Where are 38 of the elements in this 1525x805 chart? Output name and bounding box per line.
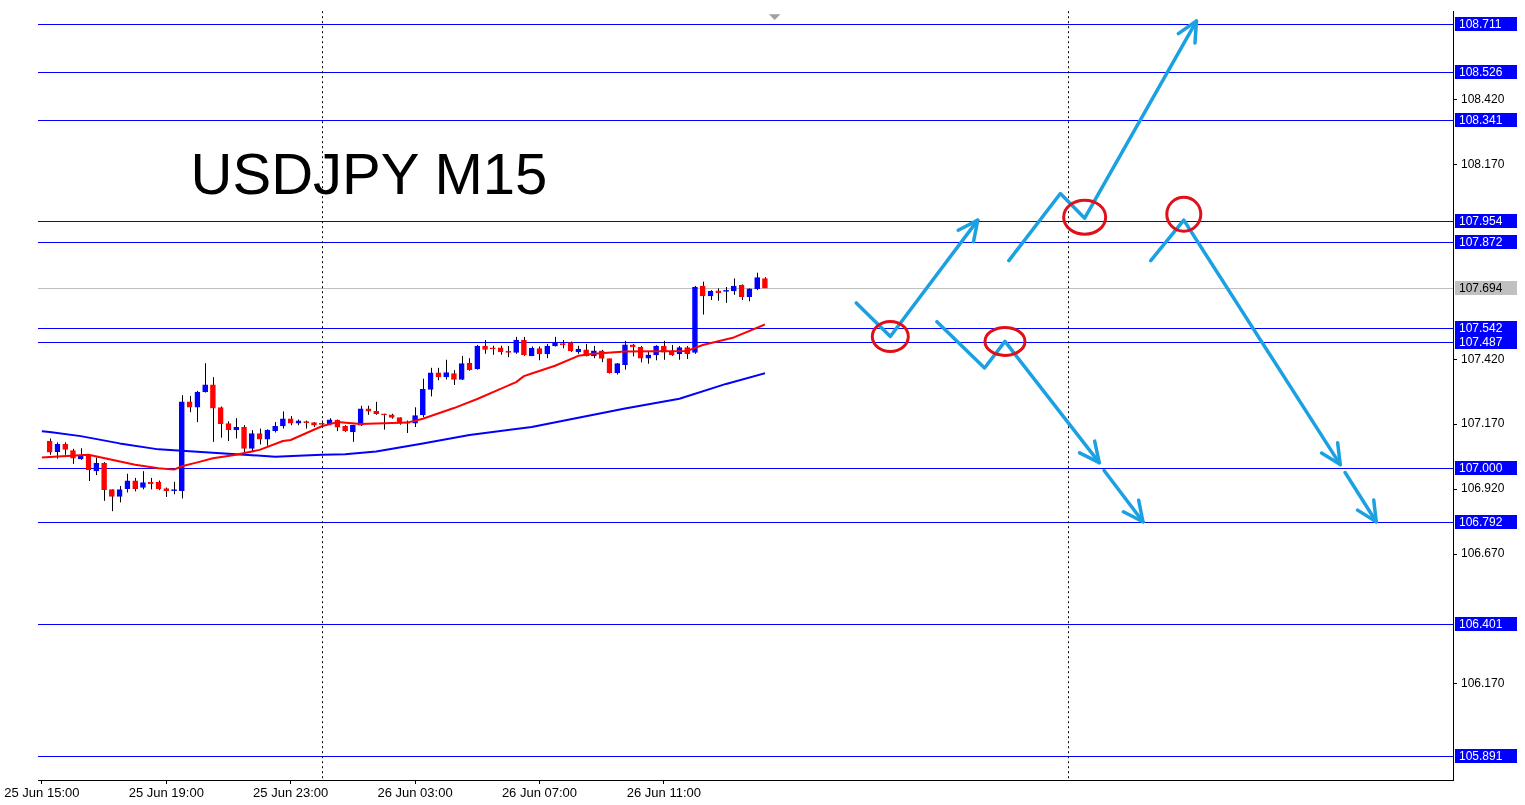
candlestick: [521, 336, 527, 357]
y-tick-label: 106.920: [1461, 481, 1505, 496]
x-tick-label: 26 Jun 03:00: [377, 785, 453, 801]
y-tick-label: 107.420: [1461, 351, 1505, 366]
ref-line-label: 106.401: [1459, 616, 1503, 631]
y-tick-label: 106.170: [1461, 676, 1505, 691]
candlestick: [210, 376, 216, 443]
ref-line-label: 107.000: [1459, 460, 1503, 475]
ref-line-label: 108.341: [1459, 112, 1503, 127]
ref-line-label: 107.694: [1459, 280, 1503, 295]
x-tick-label: 26 Jun 11:00: [626, 785, 701, 801]
y-tick-label: 108.420: [1461, 91, 1505, 106]
ref-line-label: 107.872: [1459, 234, 1503, 249]
candlestick: [248, 429, 255, 453]
candlestick: [140, 470, 146, 490]
candlestick: [458, 355, 465, 381]
x-tick-label: 25 Jun 23:00: [253, 785, 329, 801]
candlestick: [241, 424, 247, 454]
y-tick-label: 107.170: [1461, 416, 1505, 431]
ref-line-label: 108.711: [1459, 16, 1502, 31]
text: USDJPY M15: [190, 140, 548, 206]
candlestick: [474, 344, 481, 371]
y-tick-label: 106.670: [1461, 546, 1505, 561]
x-tick-label: 26 Jun 07:00: [501, 785, 578, 801]
candlestick: [233, 417, 240, 439]
candlestick: [443, 359, 449, 380]
ref-line-label: 106.792: [1459, 514, 1503, 529]
ref-line-label: 107.487: [1459, 334, 1503, 349]
ref-line-label: 108.526: [1459, 64, 1503, 79]
candlestick: [202, 362, 208, 393]
x-tick-label: 25 Jun 19:00: [128, 785, 204, 801]
ref-line-label: 107.542: [1459, 320, 1503, 335]
candlestick: [217, 406, 224, 439]
x-tick-label: 25 Jun 15:00: [4, 785, 80, 801]
candlestick: [699, 281, 706, 316]
ref-line-label: 107.954: [1459, 213, 1503, 228]
ref-line-label: 105.891: [1459, 748, 1503, 763]
y-tick-label: 108.170: [1461, 156, 1505, 171]
